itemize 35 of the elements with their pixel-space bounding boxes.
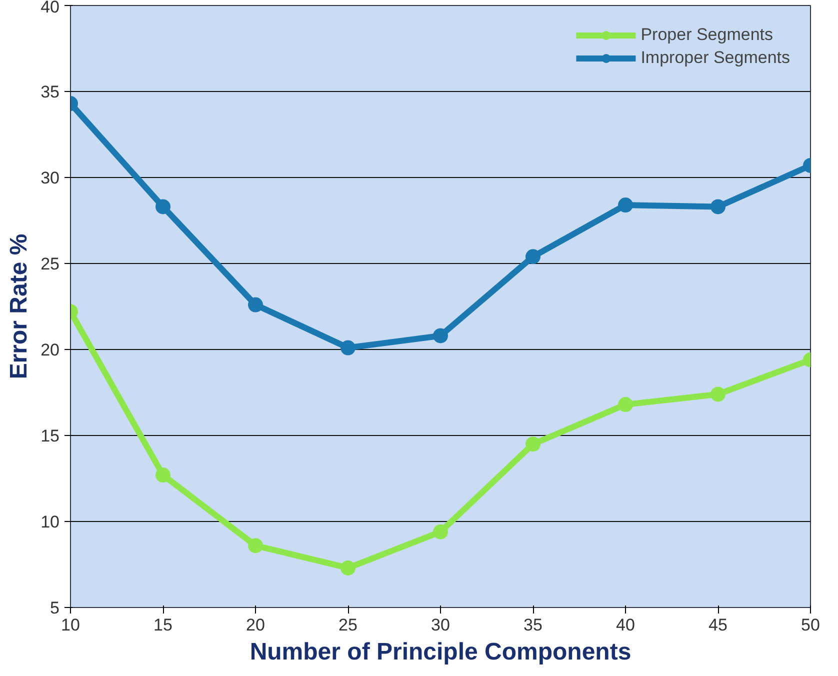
y-tick-label: 5 [50, 598, 60, 618]
point [248, 297, 263, 312]
x-tick-label: 25 [338, 616, 358, 634]
x-tick-label: 45 [708, 616, 728, 634]
point [526, 249, 540, 264]
y-axis-title: Error Rate % [6, 234, 33, 380]
point [618, 198, 633, 213]
y-tick-label: 10 [40, 512, 60, 532]
x-tick-label: 35 [524, 616, 542, 634]
x-tick-label: 20 [246, 616, 265, 634]
point [710, 199, 726, 214]
point [433, 524, 448, 540]
point [340, 560, 356, 576]
x-tick-label: 40 [616, 616, 635, 634]
y-tick-label: 25 [40, 254, 60, 274]
point [710, 386, 726, 402]
y-tick-label: 30 [40, 168, 60, 188]
y-tick-label: 40 [40, 0, 60, 16]
point [248, 538, 263, 554]
legend-label: Improper Segments [640, 48, 790, 68]
y-tick-label: 20 [40, 340, 60, 360]
point [618, 397, 633, 412]
y-tick-label: 35 [40, 82, 60, 102]
x-tick-label: 50 [801, 616, 820, 634]
point [156, 199, 170, 214]
x-tick-label: 10 [61, 616, 80, 634]
legend-label: Proper Segments [640, 25, 773, 45]
point [340, 340, 356, 356]
x-tick-label: 15 [154, 616, 172, 634]
point [526, 436, 540, 452]
y-tick-label: 15 [40, 426, 60, 446]
point [156, 468, 170, 483]
point [433, 328, 448, 344]
x-axis-title: Number of Principle Components [250, 638, 632, 666]
x-tick-label: 30 [431, 616, 450, 634]
